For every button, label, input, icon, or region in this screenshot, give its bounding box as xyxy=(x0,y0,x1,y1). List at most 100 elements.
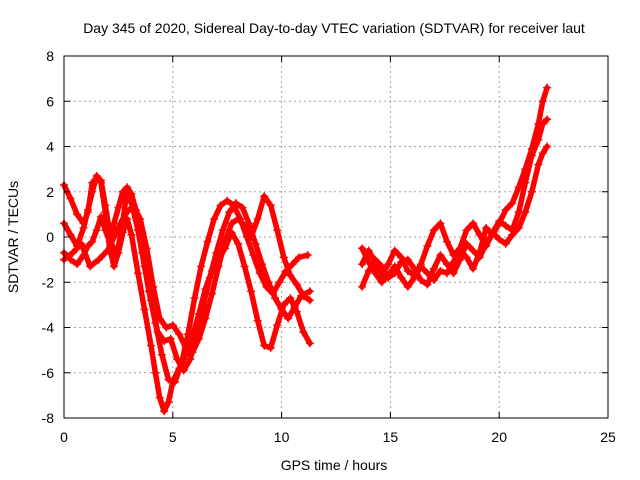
data-point xyxy=(264,278,273,287)
data-point xyxy=(527,144,536,153)
data-point xyxy=(271,294,280,303)
data-point xyxy=(436,219,445,228)
data-point xyxy=(495,235,504,244)
y-tick-label: -8 xyxy=(42,410,55,426)
data-point xyxy=(103,246,112,255)
data-point xyxy=(377,278,386,287)
x-tick-label: 15 xyxy=(383,429,399,445)
data-point xyxy=(166,334,175,343)
data-point xyxy=(469,219,478,228)
data-point xyxy=(377,262,386,271)
data-point xyxy=(216,201,225,210)
data-point xyxy=(221,237,230,246)
data-point xyxy=(423,242,432,251)
data-point xyxy=(160,407,169,416)
data-point xyxy=(273,226,282,235)
data-point xyxy=(203,237,212,246)
data-point xyxy=(151,368,160,377)
data-point xyxy=(508,199,517,208)
data-point xyxy=(238,203,247,212)
data-point xyxy=(188,348,197,357)
data-point xyxy=(66,230,75,239)
data-point xyxy=(275,278,284,287)
data-point xyxy=(212,248,221,257)
data-point xyxy=(207,289,216,298)
data-point xyxy=(469,264,478,273)
x-tick-label: 0 xyxy=(60,429,68,445)
data-point xyxy=(231,199,240,208)
data-point xyxy=(266,201,275,210)
data-point xyxy=(462,226,471,235)
data-point xyxy=(253,316,262,325)
data-point xyxy=(416,262,425,271)
x-axis-tick-labels: 0 5 10 15 20 25 xyxy=(60,429,616,445)
chart-title: Day 345 of 2020, Sidereal Day-to-day VTE… xyxy=(83,20,585,36)
x-tick-label: 20 xyxy=(491,429,507,445)
data-point xyxy=(534,119,543,128)
data-point xyxy=(543,142,552,151)
data-point xyxy=(305,287,314,296)
data-point xyxy=(88,187,97,196)
data-point xyxy=(133,269,142,278)
data-point xyxy=(403,266,412,275)
data-point xyxy=(279,300,288,309)
data-point xyxy=(73,210,82,219)
data-point xyxy=(201,314,210,323)
series-line xyxy=(61,193,313,356)
data-point xyxy=(251,239,260,248)
data-point xyxy=(305,339,314,348)
data-point xyxy=(501,239,510,248)
data-point xyxy=(384,271,393,280)
data-series-layer xyxy=(60,83,552,416)
data-point xyxy=(371,269,380,278)
data-point xyxy=(416,275,425,284)
data-point xyxy=(96,178,105,187)
data-point xyxy=(273,321,282,330)
data-point xyxy=(358,260,367,269)
data-point xyxy=(299,291,308,300)
data-point xyxy=(153,328,162,337)
y-tick-label: -2 xyxy=(42,274,55,290)
y-axis-tick-labels: -8 -6 -4 -2 0 2 4 6 8 xyxy=(42,48,55,426)
data-point xyxy=(495,219,504,228)
data-point xyxy=(456,246,465,255)
data-point xyxy=(266,343,275,352)
data-point xyxy=(247,233,256,241)
series-line xyxy=(359,143,550,290)
data-point xyxy=(227,219,236,228)
data-point xyxy=(86,262,95,271)
data-point xyxy=(157,350,166,359)
y-tick-label: 8 xyxy=(46,48,54,64)
data-point xyxy=(201,285,210,294)
data-point xyxy=(292,280,301,289)
data-point xyxy=(155,314,164,323)
data-point xyxy=(155,393,164,402)
series-line xyxy=(61,186,313,374)
x-axis-label: GPS time / hours xyxy=(281,457,388,473)
data-point xyxy=(114,203,123,212)
data-point xyxy=(68,248,77,257)
data-point xyxy=(225,208,234,217)
data-point xyxy=(475,248,484,257)
data-point xyxy=(164,398,173,407)
data-point xyxy=(188,332,197,341)
data-point xyxy=(94,255,103,264)
data-point xyxy=(436,266,445,275)
data-point xyxy=(181,343,190,352)
data-point xyxy=(88,237,97,246)
data-point xyxy=(123,185,132,194)
data-point xyxy=(140,305,149,314)
data-point xyxy=(303,251,312,260)
data-point xyxy=(175,364,184,373)
data-point xyxy=(197,262,206,271)
data-point xyxy=(429,275,438,284)
data-point xyxy=(114,248,123,257)
data-point xyxy=(482,223,491,232)
data-point xyxy=(284,314,293,323)
x-tick-label: 5 xyxy=(169,429,177,445)
data-point xyxy=(390,246,399,255)
series-line xyxy=(359,84,550,290)
data-point xyxy=(538,97,547,106)
data-point xyxy=(223,196,232,205)
